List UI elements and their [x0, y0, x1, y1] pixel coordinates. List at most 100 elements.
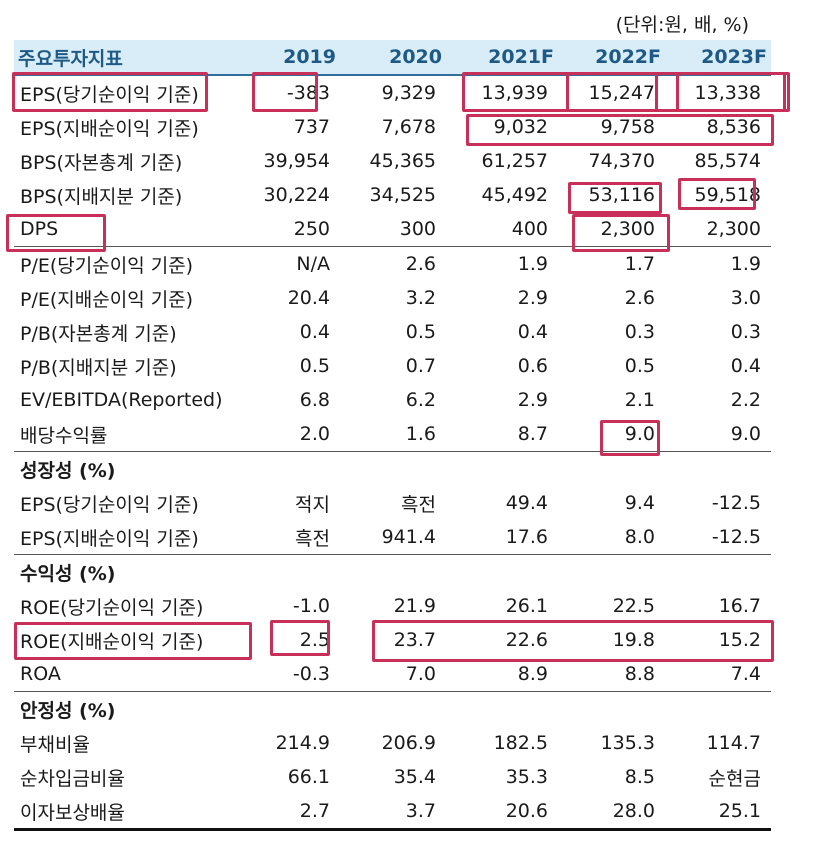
table-row: 이자보상배율 2.7 3.7 20.6 28.0 25.1 — [14, 794, 771, 831]
table-row: P/E(지배순이익 기준) 20.4 3.2 2.9 2.6 3.0 — [14, 281, 771, 315]
value-cell: 66.1 — [287, 766, 330, 788]
row-label: 배당수익률 — [20, 424, 108, 447]
value-cell: 7,678 — [381, 116, 436, 138]
value-cell: 206.9 — [381, 732, 436, 754]
value-cell: 49.4 — [505, 492, 548, 514]
row-label: DPS — [20, 218, 59, 240]
value-cell: 6.8 — [299, 389, 330, 411]
value-cell: 9.0 — [730, 423, 761, 445]
value-cell: 941.4 — [381, 526, 436, 548]
value-cell: 28.0 — [558, 794, 665, 831]
value-cell: -1.0 — [292, 595, 330, 617]
table-row: DPS 250 300 400 2,300 2,300 — [14, 212, 771, 247]
header-year-2023f: 2023F — [665, 40, 771, 76]
value-cell: 2.9 — [517, 389, 548, 411]
table-body: EPS(당기순이익 기준) -383 9,329 13,939 15,247 13,338… — [14, 75, 771, 831]
table-row: ROE(지배순이익 기준) 2.5 23.7 22.6 19.8 15.2 — [14, 623, 771, 657]
value-cell: 적지 — [295, 493, 330, 516]
header-year-2022f: 2022F — [558, 40, 665, 76]
value-cell: 20.4 — [287, 287, 330, 309]
value-cell: 8.8 — [624, 663, 655, 685]
value-cell: 59,518 — [694, 184, 761, 206]
table-row: 순차입금비율 66.1 35.4 35.3 8.5 순현금 — [14, 760, 771, 794]
row-label: 부채비율 — [20, 733, 90, 756]
value-cell: 3.0 — [730, 287, 761, 309]
row-label: P/B(지배지분 기준) — [20, 356, 177, 379]
section-header-row: 안정성 (%) — [14, 691, 771, 726]
value-cell: 2,300 — [706, 218, 761, 240]
value-cell: 400 — [511, 218, 548, 240]
value-cell: 135.3 — [600, 732, 655, 754]
value-cell: 3.2 — [405, 287, 436, 309]
value-cell: 2.0 — [299, 423, 330, 445]
value-cell: 45,492 — [481, 184, 548, 206]
row-label: 이자보상배율 — [14, 794, 236, 831]
value-cell: 9.0 — [624, 423, 655, 445]
value-cell: 53,116 — [588, 184, 655, 206]
value-cell: 9,329 — [381, 82, 436, 104]
value-cell: 순현금 — [708, 767, 761, 790]
table-row: 부채비율 214.9 206.9 182.5 135.3 114.7 — [14, 726, 771, 760]
value-cell: 23.7 — [393, 629, 436, 651]
value-cell: 250 — [293, 218, 330, 240]
value-cell: 35.4 — [393, 766, 436, 788]
table-row: ROA -0.3 7.0 8.9 8.8 7.4 — [14, 657, 771, 692]
value-cell: 0.6 — [517, 355, 548, 377]
table-row: P/E(당기순이익 기준) N/A 2.6 1.9 1.7 1.9 — [14, 246, 771, 281]
value-cell: 0.3 — [624, 321, 655, 343]
header-year-2019: 2019 — [236, 40, 340, 76]
value-cell: 0.5 — [624, 355, 655, 377]
row-label: EPS(당기순이익 기준) — [20, 493, 199, 516]
table-row: 배당수익률 2.0 1.6 8.7 9.0 9.0 — [14, 417, 771, 452]
value-cell: 흑전 — [295, 527, 330, 550]
value-cell: 0.5 — [405, 321, 436, 343]
value-cell: 8,536 — [706, 116, 761, 138]
value-cell: 34,525 — [369, 184, 436, 206]
value-cell: 0.4 — [730, 355, 761, 377]
row-label: BPS(지배지분 기준) — [20, 185, 183, 208]
value-cell: 7.0 — [405, 663, 436, 685]
value-cell: 1.9 — [665, 246, 771, 281]
value-cell: 74,370 — [588, 150, 655, 172]
table-row: P/B(지배지분 기준) 0.5 0.7 0.6 0.5 0.4 — [14, 349, 771, 383]
value-cell: 35.3 — [505, 766, 548, 788]
section-title: 안정성 (%) — [14, 691, 771, 726]
value-cell: 30,224 — [263, 184, 330, 206]
value-cell: 2.6 — [624, 287, 655, 309]
value-cell: 19.8 — [612, 629, 655, 651]
row-label: EPS(지배순이익 기준) — [20, 117, 199, 140]
value-cell: 1.6 — [405, 423, 436, 445]
value-cell: 2.5 — [299, 629, 330, 651]
value-cell: 22.6 — [505, 629, 548, 651]
value-cell: 13,338 — [694, 82, 761, 104]
value-cell: 2.9 — [517, 287, 548, 309]
value-cell: 8.0 — [624, 526, 655, 548]
value-cell: 9,032 — [493, 116, 548, 138]
value-cell: 2,300 — [600, 218, 655, 240]
table-row: ROE(당기순이익 기준) -1.0 21.9 26.1 22.5 16.7 — [14, 589, 771, 623]
row-label: P/B(자본총계 기준) — [20, 322, 177, 345]
value-cell: 85,574 — [694, 150, 761, 172]
value-cell: 45,365 — [369, 150, 436, 172]
value-cell: 182.5 — [493, 732, 548, 754]
value-cell: 21.9 — [393, 595, 436, 617]
table-row: BPS(자본총계 기준) 39,954 45,365 61,257 74,370 85,5… — [14, 144, 771, 178]
value-cell: 8.7 — [517, 423, 548, 445]
value-cell: 0.7 — [405, 355, 436, 377]
value-cell: 300 — [399, 218, 436, 240]
value-cell: 9,758 — [600, 116, 655, 138]
row-label: EPS(지배순이익 기준) — [20, 527, 199, 550]
value-cell: -383 — [286, 82, 330, 104]
value-cell: 0.3 — [730, 321, 761, 343]
value-cell: 7.4 — [730, 663, 761, 685]
value-cell: -0.3 — [292, 663, 330, 685]
value-cell: 2.2 — [730, 389, 761, 411]
row-label: 순차입금비율 — [20, 767, 125, 790]
value-cell: 6.2 — [405, 389, 436, 411]
row-label: ROA — [20, 663, 61, 685]
value-cell: 22.5 — [612, 595, 655, 617]
value-cell: 61,257 — [481, 150, 548, 172]
table-row: EPS(지배순이익 기준) 흑전 941.4 17.6 8.0 -12.5 — [14, 520, 771, 555]
value-cell: 39,954 — [263, 150, 330, 172]
value-cell: -12.5 — [711, 526, 761, 548]
